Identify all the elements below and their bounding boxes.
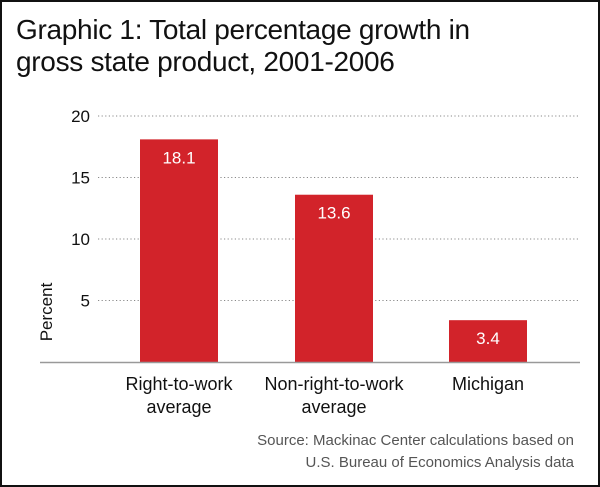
chart-title-line-2: gross state product, 2001-2006 bbox=[16, 46, 395, 77]
x-tick-label: Non-right-to-work average bbox=[264, 374, 404, 417]
bars bbox=[140, 139, 527, 362]
chart-title-line-1: Graphic 1: Total percentage growth in bbox=[16, 14, 470, 45]
y-axis-label: Percent bbox=[37, 282, 56, 341]
chart-source-note: Source: Mackinac Center calculations bas… bbox=[257, 430, 574, 474]
source-line-1: Source: Mackinac Center calculations bas… bbox=[257, 432, 574, 449]
data-label: 13.6 bbox=[317, 204, 350, 223]
y-tick-label: 20 bbox=[71, 107, 90, 126]
source-line-2: U.S. Bureau of Economics Analysis data bbox=[305, 454, 574, 471]
bar bbox=[295, 194, 373, 362]
bar bbox=[449, 320, 527, 362]
y-tick-label: 10 bbox=[71, 230, 90, 249]
y-tick-label: 15 bbox=[71, 169, 90, 188]
x-tick-label: Michigan bbox=[452, 374, 524, 394]
data-label: 18.1 bbox=[162, 148, 195, 167]
bar bbox=[140, 139, 218, 362]
data-label: 3.4 bbox=[476, 329, 500, 348]
x-tick-label: Right-to-work average bbox=[125, 374, 233, 417]
y-axis-ticks: 5 10 15 20 bbox=[71, 107, 90, 311]
chart-title: Graphic 1: Total percentage growth in gr… bbox=[16, 14, 586, 78]
x-axis-category-labels: Right-to-work average Non-right-to-work ave… bbox=[125, 374, 524, 417]
data-labels: 18.1 13.6 3.4 bbox=[162, 148, 499, 348]
y-tick-label: 5 bbox=[81, 292, 90, 311]
